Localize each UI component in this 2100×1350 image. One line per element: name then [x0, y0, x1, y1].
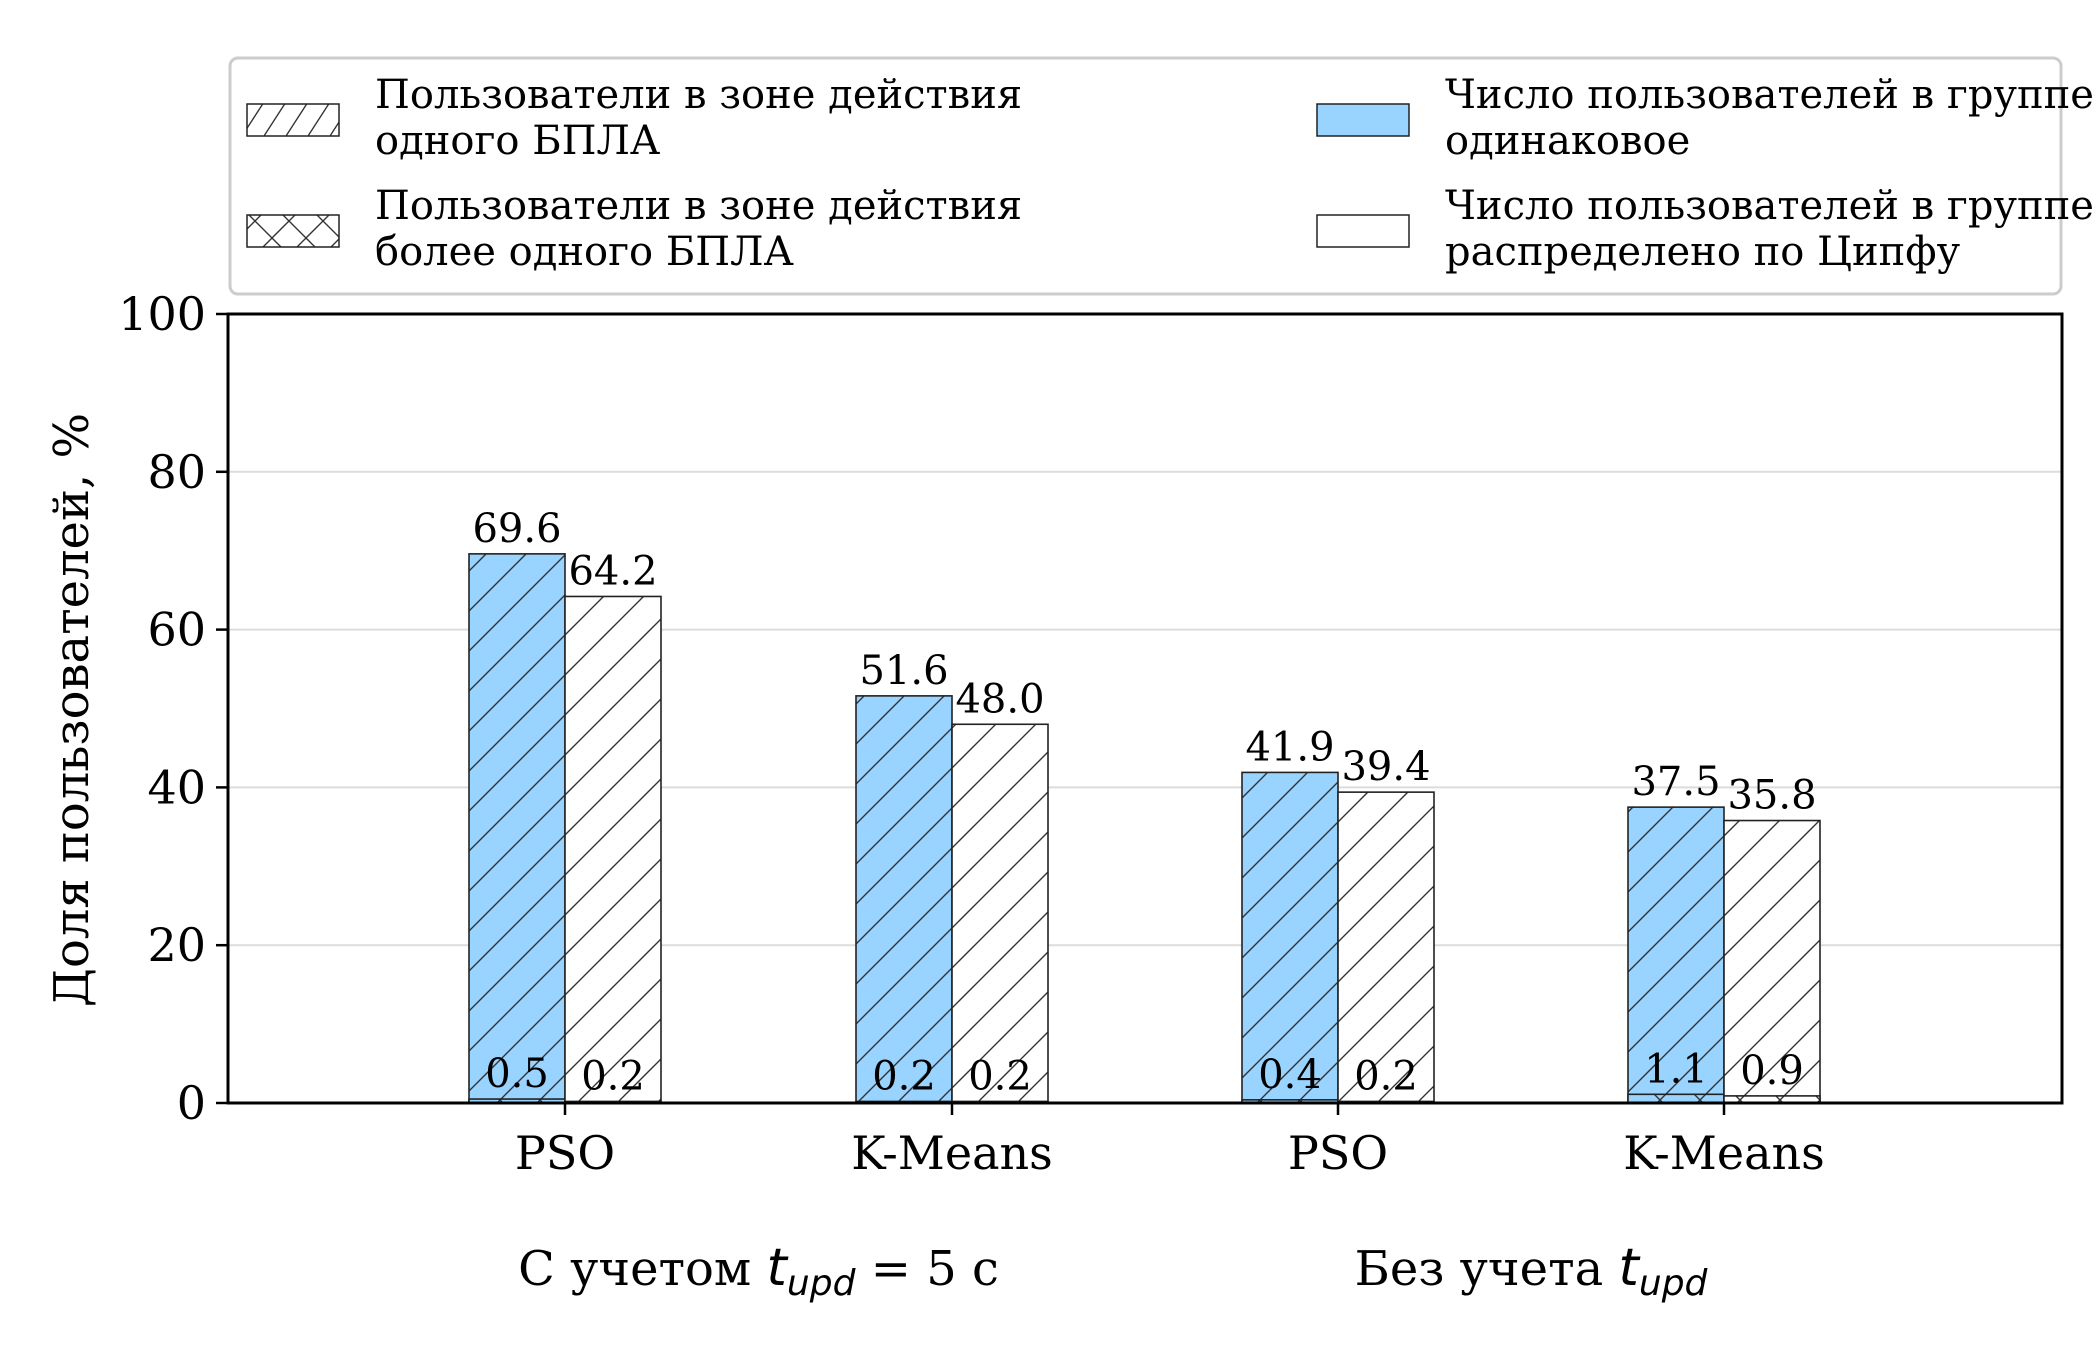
group-label: С учетом tupd = 5 с: [518, 1238, 999, 1304]
legend-swatch-equal: [1316, 103, 1410, 137]
legend-label-equal: одинаковое: [1445, 118, 1690, 164]
y-tick-label: 100: [118, 287, 206, 341]
data-label-one-uav: 41.9: [1245, 724, 1334, 770]
data-label-multi-uav: 0.2: [1354, 1053, 1418, 1099]
data-label-one-uav: 51.6: [859, 648, 948, 694]
data-label-multi-uav: 0.2: [968, 1053, 1032, 1099]
legend-swatch-one_uav: [246, 103, 340, 137]
data-label-one-uav: 37.5: [1631, 759, 1720, 805]
data-labels: 69.6 0.5 64.2 0.2 51.6 0.2 48.0 0.2 41.9 0.4 39.4 0…: [472, 506, 1816, 1100]
y-tick-label: 20: [147, 918, 206, 972]
group-label: Без учета tupd: [1355, 1238, 1709, 1304]
bar-one-uav-hatch: [855, 695, 953, 1104]
data-label-one-uav: 35.8: [1727, 773, 1816, 819]
legend-label-multi_uav: Пользователи в зоне действия: [375, 183, 1022, 229]
x-axis-ticks: PSO K-Means PSO K-Means: [515, 1103, 1825, 1180]
bar-one-uav-hatch: [951, 723, 1049, 1104]
data-label-multi-uav: 0.5: [485, 1051, 549, 1097]
legend-box: [228, 56, 2063, 296]
legend-label-zipf: распределено по Ципфу: [1445, 229, 1961, 275]
legend-label-multi_uav: более одного БПЛА: [375, 229, 794, 275]
x-tick-label: K-Means: [851, 1126, 1053, 1180]
legend-swatch-multi_uav: [246, 214, 340, 248]
data-label-multi-uav: 1.1: [1644, 1046, 1708, 1092]
data-label-multi-uav: 0.2: [872, 1053, 936, 1099]
data-label-multi-uav: 0.2: [581, 1053, 645, 1099]
y-tick-label: 80: [147, 445, 206, 499]
bar-one-uav-hatch: [1627, 806, 1725, 1104]
bar-one-uav-hatch: [564, 595, 662, 1104]
bar-one-uav-hatch: [468, 553, 566, 1104]
y-tick-label: 60: [147, 603, 206, 657]
x-tick-label: PSO: [515, 1126, 615, 1180]
data-label-one-uav: 48.0: [955, 676, 1044, 722]
legend-label-one_uav: Пользователи в зоне действия: [375, 72, 1022, 118]
bars: [468, 553, 1821, 1104]
legend-label-equal: Число пользователей в группе: [1445, 72, 2094, 118]
bar-one-uav-hatch: [1337, 791, 1435, 1104]
legend-label-one_uav: одного БПЛА: [375, 118, 660, 164]
y-axis-title: Доля пользователей, %: [44, 413, 100, 1007]
bar-one-uav-hatch: [1723, 819, 1821, 1104]
x-tick-label: PSO: [1288, 1126, 1388, 1180]
y-axis-ticks: 0 20 40 60 80 100: [118, 287, 228, 1130]
y-tick-label: 40: [147, 760, 206, 814]
data-label-one-uav: 64.2: [568, 548, 657, 594]
plot-frame: [226, 312, 2064, 1105]
group-labels: С учетом tupd = 5 с Без учета tupd: [518, 1238, 1708, 1304]
legend-label-zipf: Число пользователей в группе: [1445, 183, 2094, 229]
y-tick-label: 0: [177, 1076, 206, 1130]
data-label-one-uav: 39.4: [1341, 744, 1430, 790]
data-label-multi-uav: 0.9: [1740, 1048, 1804, 1094]
data-label-one-uav: 69.6: [472, 506, 561, 552]
data-label-multi-uav: 0.4: [1258, 1052, 1322, 1098]
legend-swatch-zipf: [1316, 214, 1410, 248]
x-tick-label: K-Means: [1623, 1126, 1825, 1180]
